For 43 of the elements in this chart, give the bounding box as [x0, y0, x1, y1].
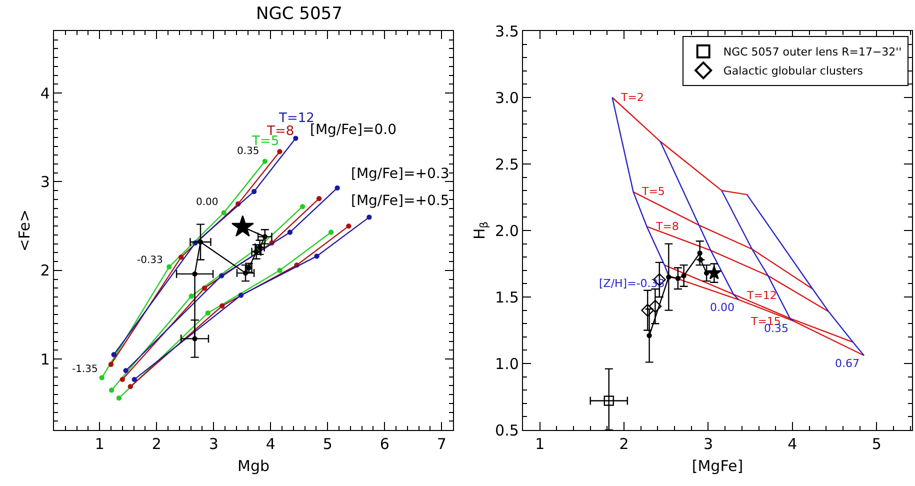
x-tick-label: 2: [152, 435, 162, 454]
chart-title: NGC 5057: [256, 4, 342, 24]
series-label: 0.35: [764, 322, 788, 335]
annotation: [Mg/Fe]=0.0: [310, 122, 397, 138]
y-tick-label: 1.0: [495, 354, 519, 373]
series-label: T=12: [746, 289, 777, 302]
annotation: 0.00: [196, 197, 218, 208]
y-tick-label: 0.5: [495, 421, 519, 440]
x-tick-label: 4: [788, 435, 798, 454]
y-axis-title: <Fe>: [16, 209, 34, 252]
annotation: [Mg/Fe]=+0.5: [351, 193, 450, 209]
y-tick-label: 1.5: [495, 288, 519, 306]
y-tick-label: 2.5: [495, 155, 519, 174]
x-tick-label: 7: [436, 435, 446, 454]
y-tick-label: 1: [40, 350, 50, 368]
legend-label: Galactic globular clusters: [723, 64, 864, 78]
x-axis-title: [MgFe]: [692, 457, 744, 476]
x-tick-label: 2: [619, 435, 629, 454]
legend-label: NGC 5057 outer lens R=17−32'': [723, 46, 902, 59]
y-tick-label: 3.0: [495, 88, 519, 107]
x-tick-label: 6: [380, 435, 390, 454]
x-tick-label: 4: [266, 435, 276, 454]
annotation: [Mg/Fe]=+0.3: [351, 166, 450, 182]
annotation: -1.35: [72, 364, 98, 375]
series-label: T=8: [655, 220, 679, 233]
series-label: 0.00: [710, 301, 734, 314]
x-axis-title: Mgb: [238, 457, 270, 476]
annotation: -0.33: [137, 255, 163, 266]
x-tick-label: 1: [94, 435, 104, 454]
x-tick-label: 3: [703, 435, 714, 454]
x-tick-label: 5: [322, 435, 332, 454]
y-tick-label: 3: [40, 172, 50, 191]
y-tick-label: 4: [40, 84, 50, 102]
y-tick-label: 2.0: [495, 222, 519, 240]
series-label: T=2: [620, 91, 644, 104]
x-tick-label: 5: [872, 435, 882, 454]
x-tick-label: 3: [208, 435, 218, 454]
series-label: 0.67: [835, 357, 860, 370]
y-tick-label: 2: [40, 262, 50, 280]
x-tick-label: 1: [535, 435, 545, 454]
y-tick-label: 3.5: [495, 22, 519, 40]
series-label: T=5: [641, 185, 665, 198]
annotation: 0.35: [237, 146, 260, 157]
